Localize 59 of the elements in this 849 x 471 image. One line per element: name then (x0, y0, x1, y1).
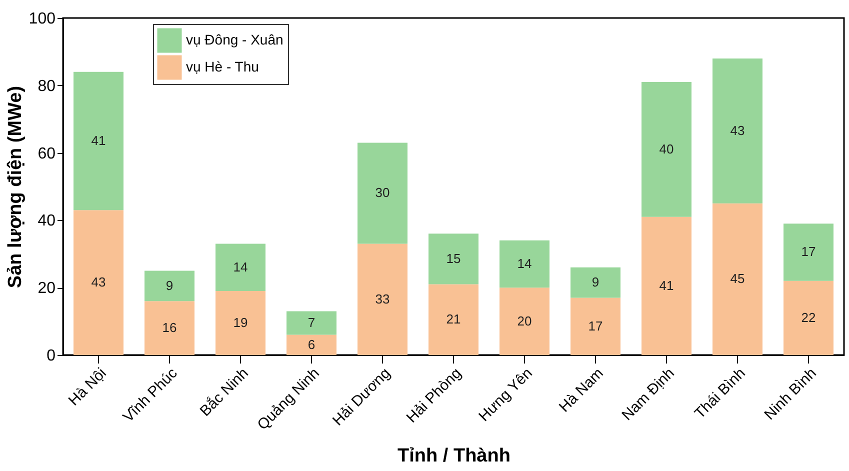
data-label: 33 (375, 291, 390, 306)
bar (428, 284, 478, 355)
bar (286, 311, 336, 335)
data-label: 9 (592, 274, 600, 290)
x-tick-label: Hà Nội (65, 364, 110, 410)
data-label: 21 (446, 312, 461, 327)
data-label: 16 (162, 320, 177, 336)
y-tick-label: 80 (38, 78, 56, 95)
legend-label: vụ Hè - Thu (186, 58, 259, 74)
y-tick-label: 0 (46, 348, 56, 364)
data-label: 22 (801, 310, 816, 325)
data-label: 17 (588, 318, 603, 334)
data-label: 14 (233, 259, 248, 274)
bar (500, 288, 550, 355)
bar (712, 58, 762, 204)
data-label: 43 (91, 274, 106, 290)
bar (570, 267, 620, 298)
data-label: 40 (659, 141, 674, 156)
bar (74, 72, 124, 210)
data-label: 19 (233, 314, 248, 330)
x-tick-label: Ninh Bình (761, 364, 820, 424)
bar (570, 298, 620, 355)
data-label: 14 (517, 256, 532, 272)
x-axis-title: Tỉnh / Thành (398, 446, 510, 467)
data-label: 6 (308, 336, 316, 352)
data-label: 41 (659, 278, 674, 293)
bar (358, 244, 408, 355)
bar (642, 82, 692, 217)
y-tick-label: 60 (38, 145, 56, 162)
y-tick-label: 100 (28, 10, 56, 28)
x-tick-label: Bắc Ninh (196, 364, 252, 420)
y-axis-title: Sản lượng điện (MWe) (4, 86, 26, 288)
bar (500, 240, 550, 288)
data-label: 41 (91, 133, 106, 148)
data-label: 9 (166, 278, 174, 293)
x-tick-label: Hà Nam (556, 364, 607, 416)
bar (144, 270, 194, 302)
y-tick-label: 40 (38, 212, 56, 230)
bar (286, 334, 336, 355)
bar (784, 280, 834, 355)
data-label: 45 (730, 271, 745, 286)
bar (216, 244, 266, 291)
bar (784, 224, 834, 281)
legend-label: vụ Đông - Xuân (186, 32, 284, 48)
data-label: 17 (801, 244, 816, 260)
data-label: 43 (730, 122, 745, 138)
bar (216, 290, 266, 355)
data-label: 20 (517, 313, 532, 328)
bar (74, 210, 124, 355)
bar (358, 142, 408, 244)
y-tick-label: 20 (38, 280, 56, 298)
data-label: 7 (308, 314, 316, 330)
bar (428, 234, 478, 284)
bar (712, 203, 762, 355)
data-label: 30 (375, 185, 390, 200)
bar (642, 216, 692, 355)
x-tick-label: Thái Bình (691, 364, 749, 422)
bar (144, 301, 194, 355)
data-label: 15 (446, 250, 461, 266)
